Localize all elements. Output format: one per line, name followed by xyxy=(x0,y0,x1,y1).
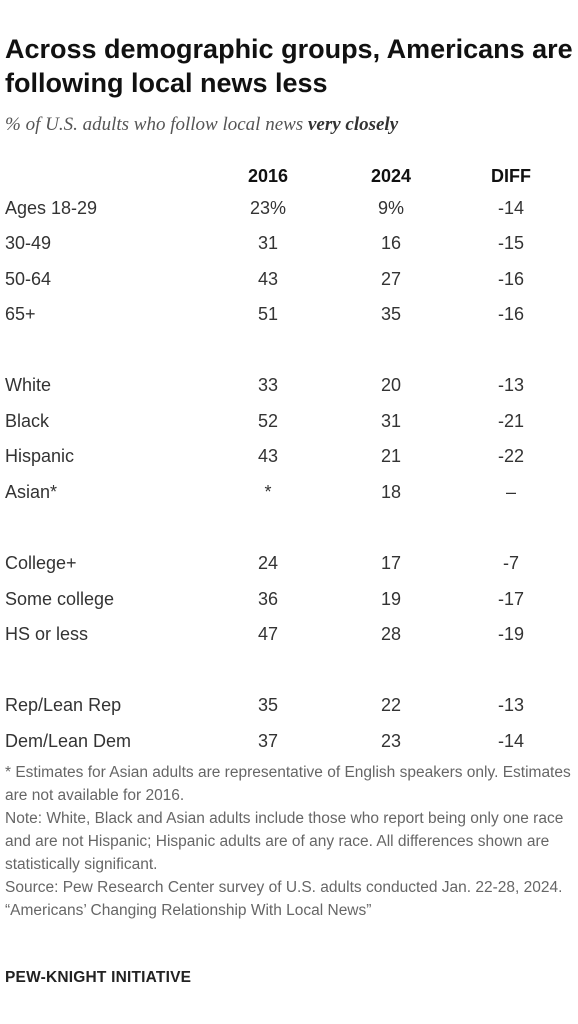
value-2016: 31 xyxy=(257,233,279,253)
value-2024: 20 xyxy=(380,375,402,395)
table-row: 65+ 51 35 -16 xyxy=(0,299,578,329)
row-label: Dem/Lean Dem xyxy=(5,731,132,751)
row-label: College+ xyxy=(5,553,77,573)
row-label: Black xyxy=(5,411,50,431)
table-row: Rep/Lean Rep 35 22 -13 xyxy=(0,690,578,720)
brand-label: PEW-KNIGHT INITIATIVE xyxy=(5,969,192,986)
value-diff: -13 xyxy=(497,375,524,395)
value-diff: -14 xyxy=(497,731,524,751)
footnote-report: “Americans’ Changing Relationship With L… xyxy=(5,902,372,919)
row-label: 50-64 xyxy=(5,269,52,289)
row-label: Hispanic xyxy=(5,446,75,466)
row-label: 30-49 xyxy=(5,233,52,253)
table-row: College+ 24 17 -7 xyxy=(0,548,578,578)
table-row: Hispanic 43 21 -22 xyxy=(0,441,578,471)
value-2024: 18 xyxy=(380,482,402,502)
value-2024: 17 xyxy=(380,553,402,573)
table-row: 30-49 31 16 -15 xyxy=(0,228,578,258)
table-row: 50-64 43 27 -16 xyxy=(0,264,578,294)
table-row: White 33 20 -13 xyxy=(0,370,578,400)
value-diff: -14 xyxy=(497,198,524,218)
footnotes: * Estimates for Asian adults are represe… xyxy=(5,761,575,922)
chart-subtitle: % of U.S. adults who follow local news v… xyxy=(5,114,398,136)
value-diff: – xyxy=(505,482,516,502)
column-header-2016: 2016 xyxy=(247,166,289,186)
value-2016: 36 xyxy=(257,589,279,609)
table-row: Dem/Lean Dem 37 23 -14 xyxy=(0,726,578,756)
value-2016: * xyxy=(264,482,272,502)
value-2024: 31 xyxy=(380,411,402,431)
value-2016: 23% xyxy=(249,198,287,218)
row-label: 65+ xyxy=(5,304,36,324)
value-diff: -19 xyxy=(497,624,524,644)
table-row: Asian* * 18 – xyxy=(0,477,578,507)
row-label: Some college xyxy=(5,589,115,609)
value-2024: 27 xyxy=(380,269,402,289)
table-row: Ages 18-29 23% 9% -14 xyxy=(0,193,578,223)
value-2016: 43 xyxy=(257,446,279,466)
value-diff: -13 xyxy=(497,695,524,715)
value-2016: 33 xyxy=(257,375,279,395)
value-2016: 52 xyxy=(257,411,279,431)
footnote-note: Note: White, Black and Asian adults incl… xyxy=(5,810,564,873)
value-2024: 23 xyxy=(380,731,402,751)
value-diff: -16 xyxy=(497,269,524,289)
value-2024: 21 xyxy=(380,446,402,466)
subtitle-emphasis: very closely xyxy=(307,114,399,135)
value-2024: 9% xyxy=(377,198,404,218)
table-row: HS or less 47 28 -19 xyxy=(0,619,578,649)
footnote-source: Source: Pew Research Center survey of U.… xyxy=(5,879,563,896)
subtitle-prefix: % of U.S. adults who follow local news xyxy=(5,114,304,135)
row-label: Rep/Lean Rep xyxy=(5,695,122,715)
column-header-2024: 2024 xyxy=(370,166,412,186)
value-2016: 43 xyxy=(257,269,279,289)
value-diff: -22 xyxy=(497,446,524,466)
value-2024: 16 xyxy=(380,233,402,253)
value-diff: -16 xyxy=(497,304,524,324)
value-2016: 35 xyxy=(257,695,279,715)
value-2024: 28 xyxy=(380,624,402,644)
table-row: Black 52 31 -21 xyxy=(0,406,578,436)
value-2024: 35 xyxy=(380,304,402,324)
footnote-asian: * Estimates for Asian adults are represe… xyxy=(5,764,571,804)
row-label: White xyxy=(5,375,52,395)
column-header-diff: DIFF xyxy=(491,166,531,186)
value-2016: 37 xyxy=(257,731,279,751)
value-diff: -17 xyxy=(497,589,524,609)
chart-title: Across demographic groups, Americans are… xyxy=(5,34,573,98)
row-label: Asian* xyxy=(5,482,58,502)
row-label: HS or less xyxy=(5,624,89,644)
value-diff: -7 xyxy=(502,553,519,573)
value-diff: -21 xyxy=(497,411,524,431)
table-row: Some college 36 19 -17 xyxy=(0,584,578,614)
row-label: Ages 18-29 xyxy=(5,198,98,218)
value-2024: 22 xyxy=(380,695,402,715)
value-2016: 47 xyxy=(257,624,279,644)
value-2016: 51 xyxy=(257,304,279,324)
value-diff: -15 xyxy=(497,233,524,253)
value-2016: 24 xyxy=(257,553,279,573)
value-2024: 19 xyxy=(380,589,402,609)
